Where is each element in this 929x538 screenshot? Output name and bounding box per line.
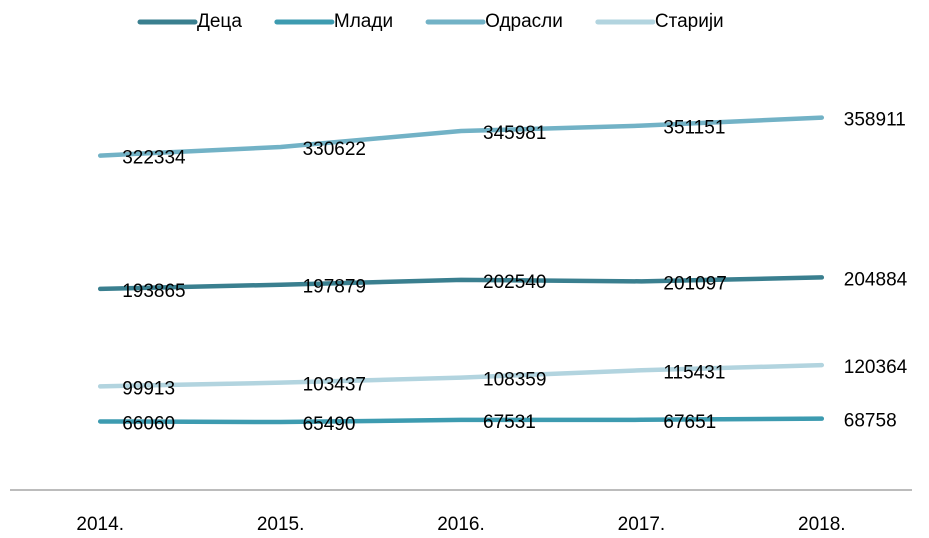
x-tick-label: 2016.: [437, 514, 485, 535]
series-line: [97, 115, 825, 158]
data-label: 345981: [483, 123, 546, 144]
data-label: 67531: [483, 412, 536, 433]
legend-label: Млади: [334, 11, 393, 32]
data-label: 67651: [663, 412, 716, 433]
legend-label: Старији: [655, 11, 724, 32]
data-label: 120364: [844, 357, 908, 378]
data-label: 197879: [303, 277, 366, 298]
data-label: 202540: [483, 272, 546, 293]
series-line: [97, 275, 825, 292]
data-label: 115431: [663, 362, 725, 383]
x-tick-label: 2015.: [257, 514, 305, 535]
data-label: 201097: [663, 273, 726, 294]
data-label: 103437: [303, 375, 366, 396]
data-label: 193865: [122, 281, 185, 302]
x-tick-label: 2017.: [618, 514, 666, 535]
series-line: [97, 416, 825, 425]
x-tick-label: 2018.: [798, 514, 846, 535]
series-line: [97, 362, 825, 389]
data-label: 358911: [844, 110, 906, 131]
data-label: 68758: [844, 411, 897, 432]
x-tick-label: 2014.: [76, 514, 124, 535]
data-label: 66060: [122, 413, 175, 434]
data-label: 330622: [303, 139, 366, 160]
data-label: 322334: [122, 148, 186, 169]
data-label: 351151: [663, 118, 725, 139]
data-label: 108359: [483, 370, 546, 391]
data-label: 65490: [303, 414, 356, 435]
data-label: 204884: [844, 269, 908, 290]
legend-label: Одрасли: [485, 11, 563, 32]
data-label: 99913: [122, 378, 175, 399]
legend-label: Деца: [197, 11, 242, 32]
